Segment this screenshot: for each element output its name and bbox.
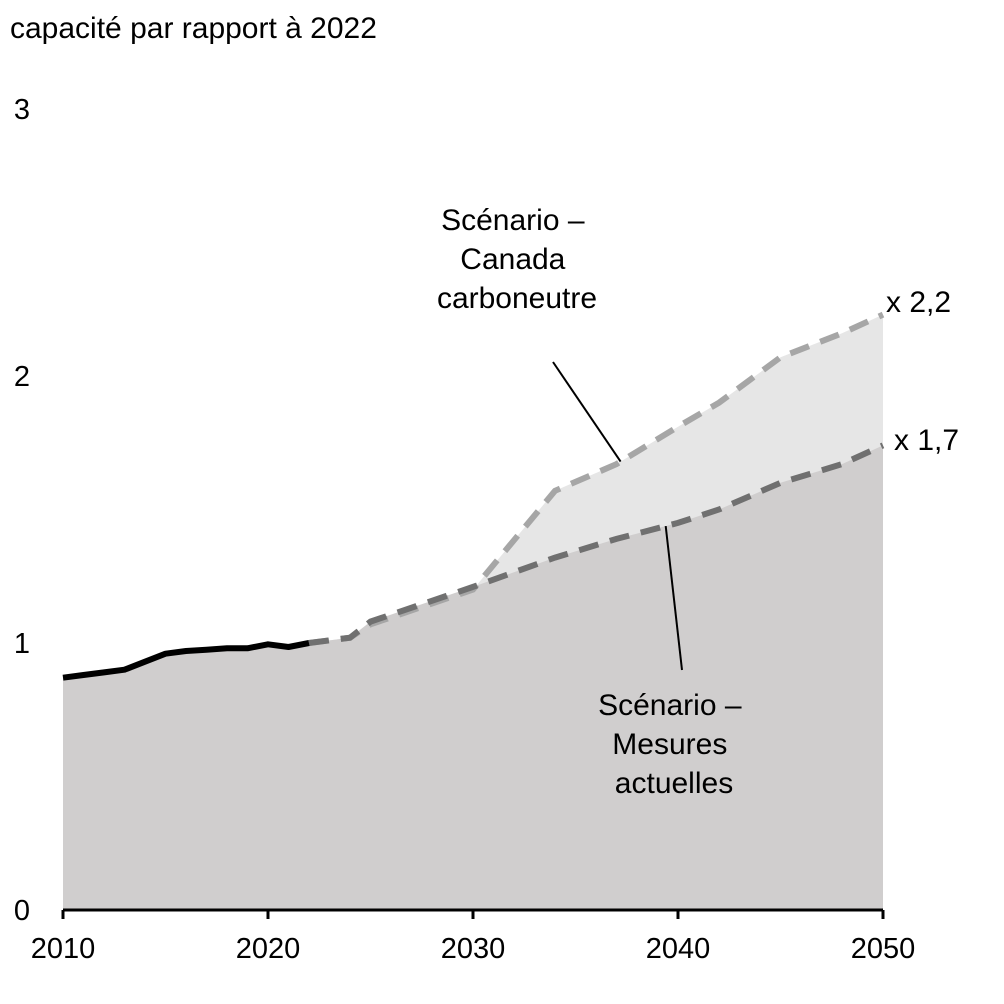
mesures-actuelles-annotation: Scénario – Mesures actuelles [598, 689, 750, 800]
x-tick-label: 2020 [236, 933, 301, 965]
x-tick-label: 2040 [646, 933, 711, 965]
x-tick-label: 2050 [851, 933, 916, 965]
carboneutre-annotation-line-3: carboneutre [437, 282, 597, 315]
carboneutre-annotation-line-2: Canada [460, 243, 565, 276]
x-tick-label: 2030 [441, 933, 506, 965]
mesures-actuelles-line [308, 442, 885, 646]
mesures-actuelles-annotation-line-2: Mesures [612, 728, 727, 761]
mesures-actuelles-annotation-line-3: actuelles [615, 767, 733, 800]
mesures-actuelles-leader-line [664, 525, 683, 671]
carboneutre-end-label: x 2,2 [886, 286, 951, 319]
x-tick-label: 2010 [31, 933, 96, 965]
x-axis-ticks: 2010 2020 2030 2040 2050 [31, 910, 916, 965]
y-tick-label: 2 [14, 361, 30, 393]
y-axis-ticks: 0 1 2 3 [14, 94, 30, 927]
mesures-actuelles-annotation-line-1: Scénario – [598, 689, 742, 722]
mesures-actuelles-area [63, 445, 883, 910]
y-tick-label: 3 [14, 94, 30, 126]
y-tick-label: 1 [14, 628, 30, 660]
carboneutre-leader-line [552, 361, 622, 463]
carboneutre-annotation-line-1: Scénario – [441, 204, 585, 237]
carboneutre-annotation: Scénario – Canada carboneutre [437, 204, 597, 315]
historical-line [62, 640, 310, 681]
carboneutre-line [308, 311, 885, 646]
chart-title: capacité par rapport à 2022 [10, 12, 377, 45]
mesures-actuelles-end-label: x 1,7 [894, 424, 959, 457]
y-tick-label: 0 [14, 895, 30, 927]
